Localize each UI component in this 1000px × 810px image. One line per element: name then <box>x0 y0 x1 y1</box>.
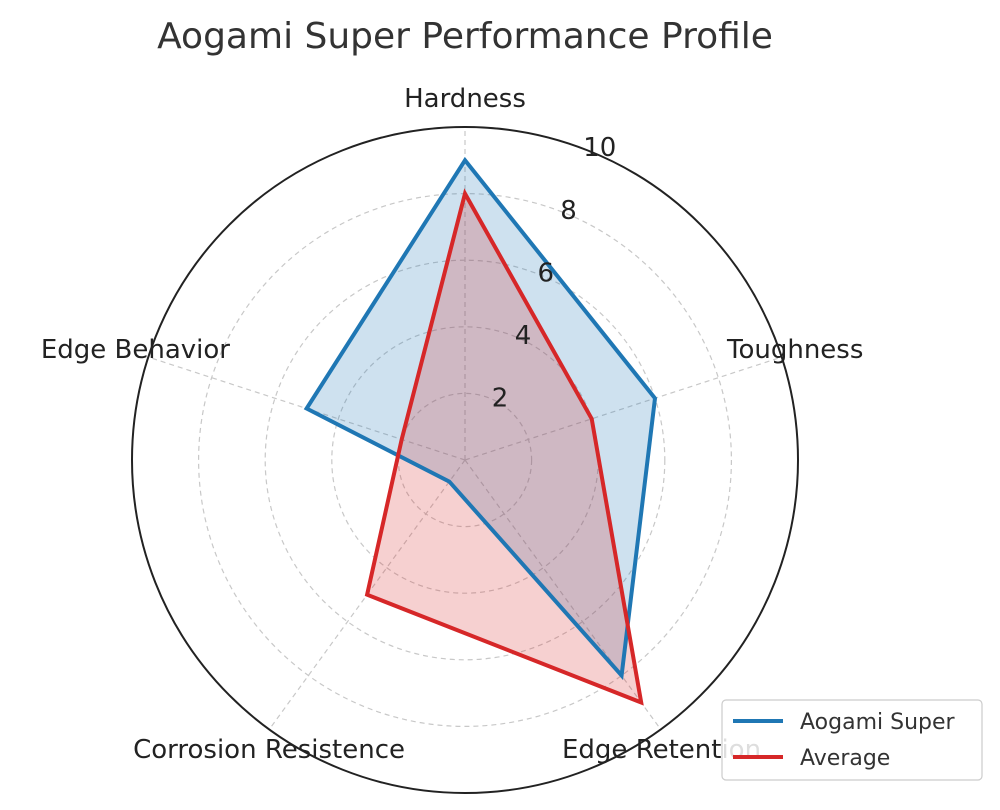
grid-ring-6 <box>264 259 666 661</box>
series-fill-aogami-super <box>306 160 655 676</box>
r-tick-label-2: 2 <box>492 383 509 413</box>
r-tick-label-10: 10 <box>583 133 616 163</box>
legend-label-average: Average <box>800 746 890 771</box>
legend-box <box>721 699 983 781</box>
series-line-average <box>364 188 644 706</box>
series-fill-average <box>367 193 642 703</box>
r-tick-label-8: 8 <box>560 196 577 226</box>
radar-series <box>303 156 658 706</box>
axis-label-hardness: Hardness <box>404 84 526 114</box>
axis-label-toughness: Toughness <box>726 335 863 365</box>
spoke-edge-retention <box>464 459 662 730</box>
radar-grid <box>131 126 799 794</box>
spoke-toughness <box>464 356 782 461</box>
r-tick-label-6: 6 <box>538 258 555 288</box>
series-line-aogami-super <box>303 156 658 681</box>
r-tick-label-4: 4 <box>515 321 532 351</box>
legend-label-aogami-super: Aogami Super <box>800 710 956 735</box>
axis-label-edge-behavior: Edge Behavior <box>41 335 230 365</box>
chart-title: Aogami Super Performance Profile <box>157 16 773 57</box>
grid-ring-10 <box>131 126 799 794</box>
axis-label-corrosion-resistence: Corrosion Resistence <box>133 735 405 765</box>
legend: Aogami Super Average <box>721 699 983 781</box>
